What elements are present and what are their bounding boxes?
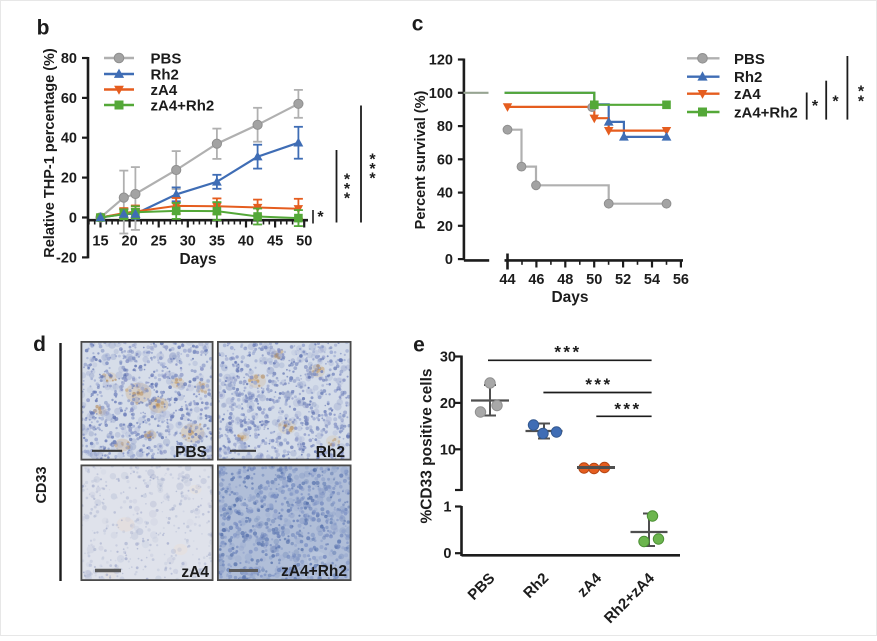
svg-text:Rh2: Rh2 xyxy=(734,69,762,86)
svg-text:*: * xyxy=(369,171,376,188)
svg-text:20: 20 xyxy=(437,219,453,235)
svg-text:PBS: PBS xyxy=(151,51,182,68)
svg-text:%CD33 positive cells: %CD33 positive cells xyxy=(419,368,436,523)
svg-text:20: 20 xyxy=(122,234,138,250)
svg-text:54: 54 xyxy=(644,272,660,288)
svg-text:40: 40 xyxy=(61,131,77,147)
svg-text:*: * xyxy=(344,191,351,208)
svg-text:zA4+Rh2: zA4+Rh2 xyxy=(151,98,215,115)
svg-text:48: 48 xyxy=(557,272,573,288)
svg-text:Relative THP-1 percentage (%): Relative THP-1 percentage (%) xyxy=(42,48,58,258)
svg-text:80: 80 xyxy=(61,51,77,67)
svg-text:15: 15 xyxy=(92,234,108,250)
svg-text:zA4+Rh2: zA4+Rh2 xyxy=(734,105,798,122)
svg-text:0: 0 xyxy=(443,546,451,562)
svg-text:25: 25 xyxy=(151,234,167,250)
svg-text:30: 30 xyxy=(180,234,196,250)
svg-text:*: * xyxy=(858,94,865,111)
svg-text:zA4: zA4 xyxy=(151,82,178,99)
svg-text:*: * xyxy=(344,181,351,198)
svg-text:***: *** xyxy=(585,375,612,394)
svg-text:-20: -20 xyxy=(56,250,77,266)
svg-text:zA4+Rh2: zA4+Rh2 xyxy=(281,563,347,580)
svg-text:20: 20 xyxy=(61,171,77,187)
svg-text:c: c xyxy=(412,13,424,36)
svg-text:52: 52 xyxy=(615,272,631,288)
svg-text:1: 1 xyxy=(443,500,451,516)
svg-text:0: 0 xyxy=(69,211,77,227)
svg-text:*: * xyxy=(317,209,324,226)
svg-text:*: * xyxy=(369,161,376,178)
svg-text:d: d xyxy=(33,333,46,356)
svg-text:Percent survival (%): Percent survival (%) xyxy=(413,91,429,230)
svg-text:b: b xyxy=(37,17,50,40)
svg-text:Rh2: Rh2 xyxy=(316,444,345,461)
svg-text:Days: Days xyxy=(179,251,216,268)
svg-text:20: 20 xyxy=(440,396,456,412)
svg-text:*: * xyxy=(344,171,351,188)
svg-text:60: 60 xyxy=(437,152,453,168)
svg-text:Days: Days xyxy=(551,289,588,306)
svg-text:40: 40 xyxy=(238,234,254,250)
svg-text:*: * xyxy=(812,98,819,115)
svg-text:46: 46 xyxy=(528,272,544,288)
svg-text:zA4: zA4 xyxy=(181,564,209,581)
svg-text:PBS: PBS xyxy=(175,444,207,461)
svg-text:100: 100 xyxy=(429,86,453,102)
svg-text:Rh2: Rh2 xyxy=(151,67,179,84)
svg-text:50: 50 xyxy=(586,272,602,288)
svg-text:*: * xyxy=(832,94,839,111)
svg-text:44: 44 xyxy=(499,272,515,288)
svg-text:PBS: PBS xyxy=(734,51,765,68)
svg-text:60: 60 xyxy=(61,91,77,107)
svg-text:CD33: CD33 xyxy=(34,466,50,503)
svg-text:10: 10 xyxy=(440,442,456,458)
svg-text:***: *** xyxy=(554,343,581,362)
svg-text:0: 0 xyxy=(445,252,453,268)
svg-text:30: 30 xyxy=(440,350,456,366)
svg-text:zA4: zA4 xyxy=(734,86,761,103)
svg-text:*: * xyxy=(858,84,865,101)
svg-text:40: 40 xyxy=(437,186,453,202)
svg-text:45: 45 xyxy=(267,234,283,250)
svg-text:*: * xyxy=(369,151,376,168)
svg-text:80: 80 xyxy=(437,119,453,135)
svg-text:35: 35 xyxy=(209,234,225,250)
svg-text:56: 56 xyxy=(673,272,689,288)
svg-text:120: 120 xyxy=(429,53,453,69)
svg-text:***: *** xyxy=(614,400,641,419)
svg-text:50: 50 xyxy=(296,234,312,250)
svg-text:e: e xyxy=(413,334,425,357)
